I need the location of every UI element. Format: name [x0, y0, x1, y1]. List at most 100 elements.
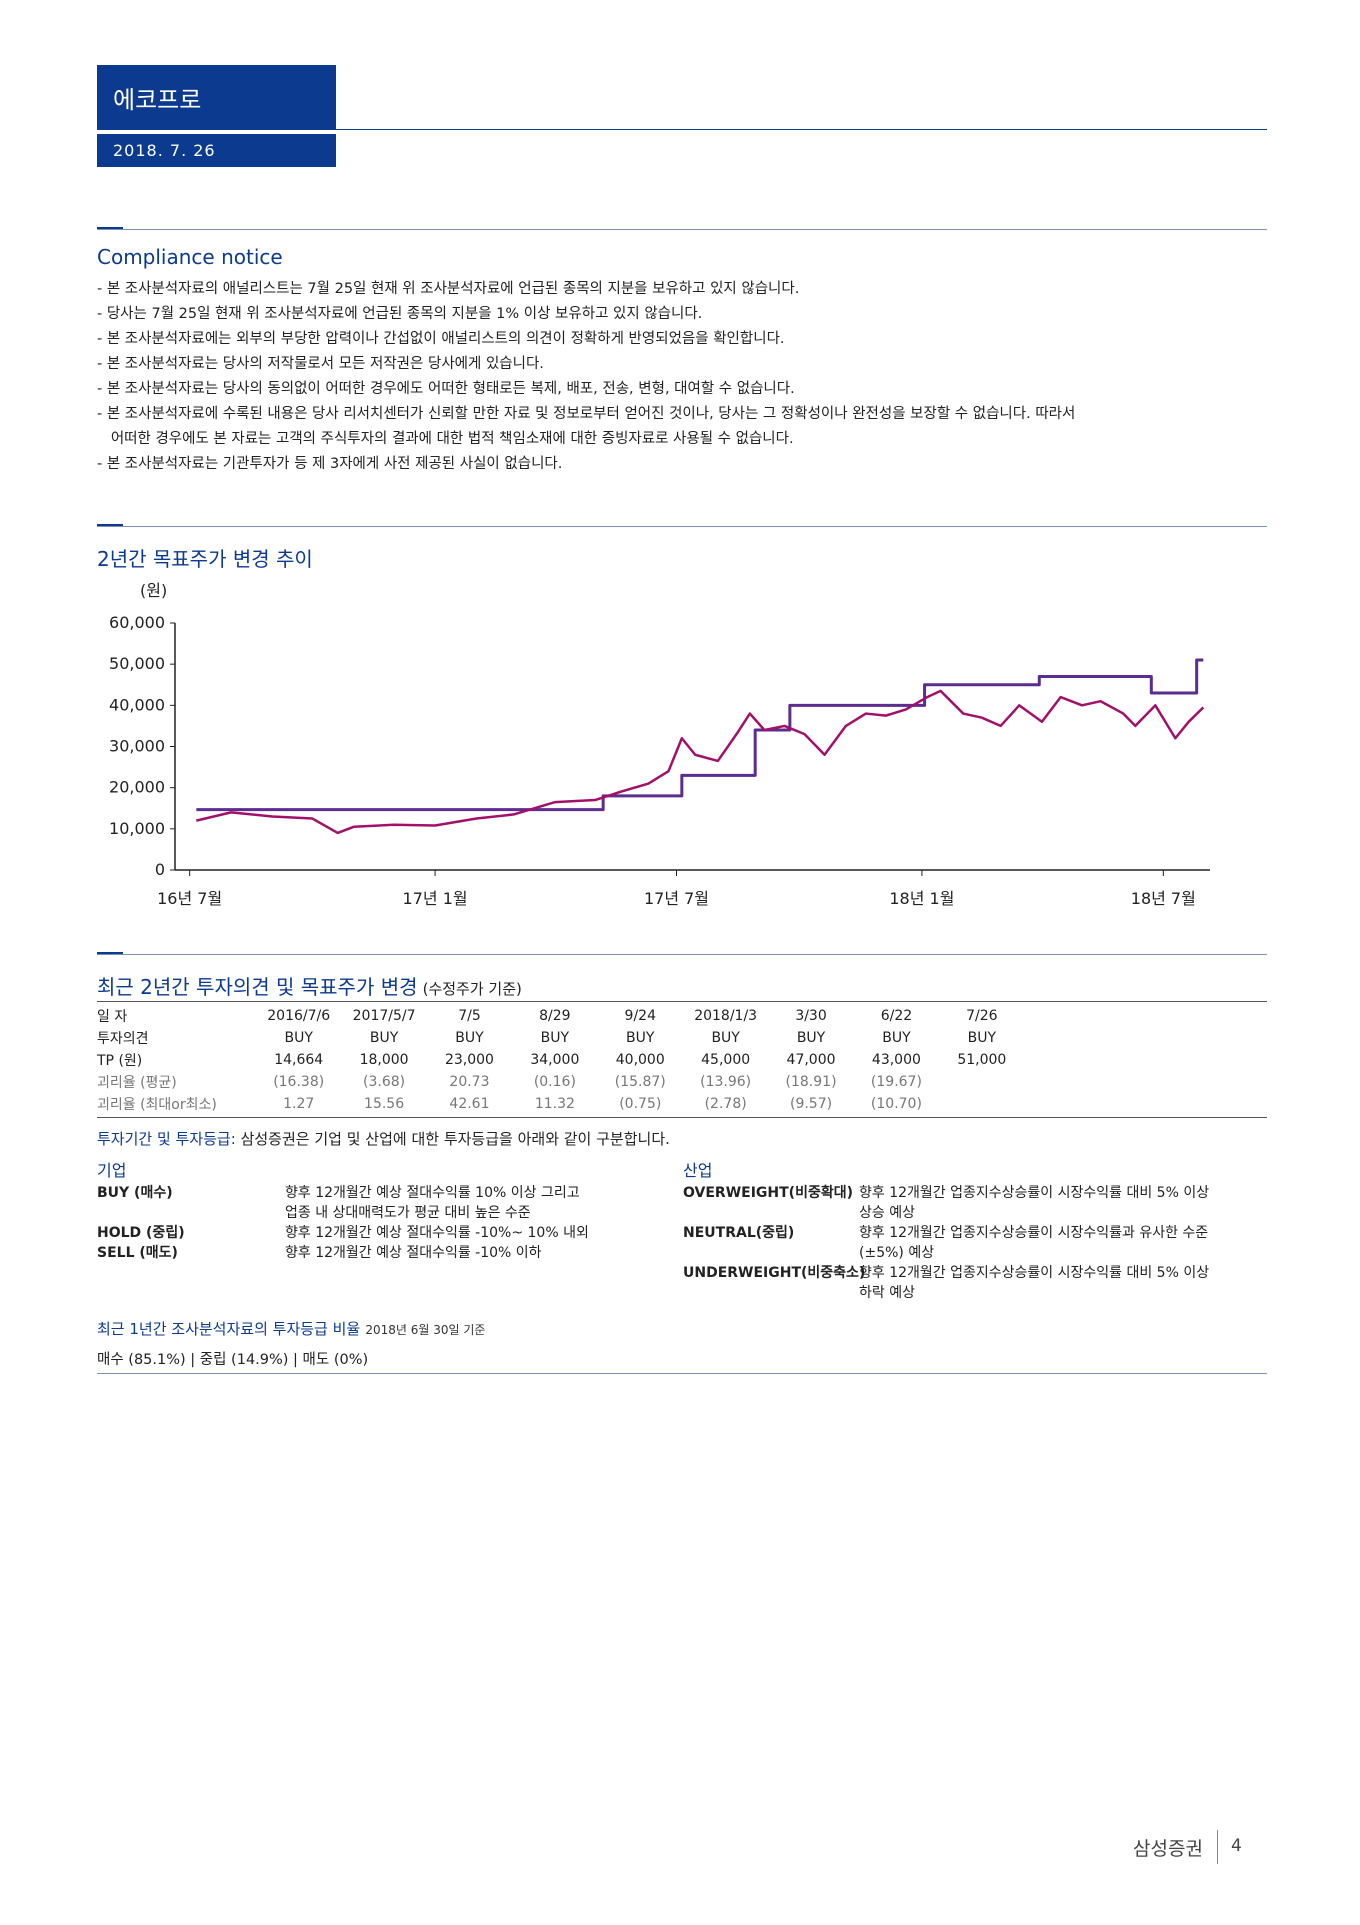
compliance-line: - 본 조사분석자료는 기관투자가 등 제 3자에게 사전 제공된 사실이 없습… [97, 456, 563, 472]
table-cell: 42.61 [449, 1096, 490, 1112]
table-cell: BUY [626, 1030, 655, 1046]
grade-label: BUY (매수) [97, 1185, 173, 1201]
x-tick-label: 16년 7월 [157, 889, 222, 908]
table-cell: 45,000 [701, 1052, 751, 1068]
compliance-title: Compliance notice [97, 245, 283, 269]
history-title: 최근 2년간 투자의견 및 목표주가 변경 [97, 975, 418, 999]
compliance-list: - 본 조사분석자료의 애널리스트는 7월 25일 현재 위 조사분석자료에 언… [97, 277, 1075, 477]
grade-row: HOLD (중립) 향후 12개월간 예상 절대수익률 -10%~ 10% 내외 [97, 1223, 657, 1243]
table-cell: 40,000 [615, 1052, 665, 1068]
table-cell: (9.57) [789, 1096, 833, 1112]
row-label: 일 자 [97, 1009, 128, 1025]
y-tick-label: 10,000 [109, 819, 165, 838]
table-cell [939, 1093, 1024, 1115]
table-cell: (18.91) [785, 1074, 837, 1090]
table-cell: BUY [455, 1030, 484, 1046]
grade-row: NEUTRAL(중립) 향후 12개월간 업종지수상승률이 시장수익률과 유사한… [683, 1223, 1273, 1263]
grades-intro: 투자기간 및 투자등급: 삼성증권은 기업 및 산업에 대한 투자등급을 아래와… [97, 1128, 670, 1149]
row-label: 투자의견 [97, 1031, 149, 1047]
history-table: 일 자 2016/7/6 2017/5/7 7/5 8/29 9/24 2018/1/3 3/… [97, 1005, 1025, 1115]
grade-desc: 향후 12개월간 업종지수상승률이 시장수익률과 유사한 수준 [859, 1225, 1209, 1241]
grade-row: UNDERWEIGHT(비중축소) 향후 12개월간 업종지수상승률이 시장수익… [683, 1263, 1273, 1303]
grade-label: HOLD (중립) [97, 1225, 185, 1241]
grade-desc: 하락 예상 [859, 1285, 915, 1301]
compliance-line: 어떠한 경우에도 본 자료는 고객의 주식투자의 결과에 대한 법적 책임소재에… [97, 431, 794, 447]
header-rule [336, 129, 1267, 130]
section-rule [97, 229, 1267, 230]
history-heading: 최근 2년간 투자의견 및 목표주가 변경 (수정주가 기준) [97, 971, 522, 1000]
section-accent [97, 524, 123, 527]
table-row: 일 자 2016/7/6 2017/5/7 7/5 8/29 9/24 2018/1/3 3/… [97, 1005, 1025, 1027]
table-cell: (0.16) [533, 1074, 576, 1090]
table-cell: 20.73 [449, 1074, 490, 1090]
report-date: 2018. 7. 26 [97, 134, 336, 167]
table-cell: BUY [882, 1030, 911, 1046]
history-note: (수정주가 기준) [422, 980, 522, 998]
grade-label: SELL (매도) [97, 1245, 178, 1261]
y-tick-label: 30,000 [109, 737, 165, 756]
target-price-line [196, 658, 1204, 812]
grade-label: UNDERWEIGHT(비중축소) [683, 1265, 866, 1281]
x-tick-label: 17년 1월 [403, 889, 468, 908]
table-cell: BUY [711, 1030, 740, 1046]
table-row: 투자의견 BUY BUY BUY BUY BUY BUY BUY BUY BUY [97, 1027, 1025, 1049]
table-cell: (10.70) [870, 1096, 922, 1112]
y-tick-label: 0 [155, 860, 165, 879]
table-cell: 34,000 [530, 1052, 580, 1068]
footer-brand: 삼성증권 [1133, 1838, 1203, 1860]
table-cell: (16.38) [273, 1074, 325, 1090]
grade-desc: 향후 12개월간 예상 절대수익률 -10%~ 10% 내외 [285, 1225, 589, 1241]
table-cell: BUY [796, 1030, 826, 1046]
compliance-line: - 당사는 7월 25일 현재 위 조사분석자료에 언급된 종목의 지분을 1%… [97, 306, 703, 322]
table-cell: (0.75) [619, 1096, 662, 1112]
ratio-title: 최근 1년간 조사분석자료의 투자등급 비율 [97, 1320, 361, 1338]
table-cell: 51,000 [957, 1052, 1007, 1068]
table-cell: BUY [540, 1030, 570, 1046]
table-row: 괴리율 (최대or최소) 1.27 15.56 42.61 11.32 (0.75) (2.… [97, 1093, 1025, 1115]
table-cell: (15.87) [614, 1074, 666, 1090]
industry-grades: 산업 OVERWEIGHT(비중확대) 향후 12개월간 업종지수상승률이 시장… [683, 1161, 1273, 1303]
y-tick-label: 50,000 [109, 654, 165, 673]
table-row: TP (원) 14,664 18,000 23,000 34,000 40,000 45,0… [97, 1049, 1025, 1071]
grade-desc: (±5%) 예상 [859, 1245, 935, 1261]
y-unit-label: (원) [140, 581, 167, 600]
grade-row: OVERWEIGHT(비중확대) 향후 12개월간 업종지수상승률이 시장수익률… [683, 1183, 1273, 1223]
table-cell: BUY [967, 1030, 997, 1046]
industry-grades-title: 산업 [683, 1161, 713, 1180]
table-cell: 15.56 [364, 1096, 405, 1112]
table-cell: 2016/7/6 [267, 1008, 331, 1024]
table-cell: 43,000 [871, 1052, 921, 1068]
company-grades: 기업 BUY (매수) 향후 12개월간 예상 절대수익률 10% 이상 그리고… [97, 1161, 657, 1263]
table-cell: (13.96) [700, 1074, 752, 1090]
compliance-line: - 본 조사분석자료의 애널리스트는 7월 25일 현재 위 조사분석자료에 언… [97, 281, 800, 297]
grade-desc: 향후 12개월간 업종지수상승률이 시장수익률 대비 5% 이상 [859, 1185, 1210, 1201]
table-cell: 18,000 [359, 1052, 409, 1068]
table-cell: 47,000 [786, 1052, 836, 1068]
stock-price-line [196, 689, 1205, 835]
x-tick-label: 18년 1월 [889, 889, 954, 908]
table-cell: 8/29 [539, 1008, 571, 1024]
grade-desc: 상승 예상 [859, 1205, 915, 1221]
grade-desc: 향후 12개월간 업종지수상승률이 시장수익률 대비 5% 이상 [859, 1265, 1210, 1281]
table-cell: BUY [284, 1030, 313, 1046]
row-label: TP (원) [97, 1053, 143, 1069]
ratio-heading: 최근 1년간 조사분석자료의 투자등급 비율 2018년 6월 30일 기준 [97, 1318, 485, 1339]
ratio-basis: 2018년 6월 30일 기준 [365, 1323, 486, 1337]
grade-desc: 업종 내 상대매력도가 평균 대비 높은 수준 [285, 1205, 531, 1221]
grade-label: NEUTRAL(중립) [683, 1225, 795, 1241]
table-cell: 14,664 [274, 1052, 324, 1068]
table-cell: 1.27 [283, 1096, 315, 1112]
table-cell: 9/24 [624, 1008, 656, 1024]
table-bottom-rule [97, 1117, 1267, 1118]
section-rule [97, 526, 1267, 527]
table-row: 괴리율 (평균) (16.38) (3.68) 20.73 (0.16) (15.87) (… [97, 1071, 1025, 1093]
table-cell: 2017/5/7 [352, 1008, 416, 1024]
compliance-line: - 본 조사분석자료에는 외부의 부당한 압력이나 간섭없이 애널리스트의 의견… [97, 331, 785, 347]
grades-intro-label: 투자기간 및 투자등급: [97, 1130, 236, 1148]
grade-desc: 향후 12개월간 예상 절대수익률 10% 이상 그리고 [285, 1185, 580, 1201]
table-cell: 23,000 [444, 1052, 494, 1068]
compliance-line: - 본 조사분석자료는 당사의 동의없이 어떠한 경우에도 어떠한 형태로든 복… [97, 381, 795, 397]
x-tick-label: 17년 7월 [644, 889, 709, 908]
target-price-chart: (원) 60,000 50,000 40,000 30,000 20,000 10,000… [109, 581, 1210, 908]
